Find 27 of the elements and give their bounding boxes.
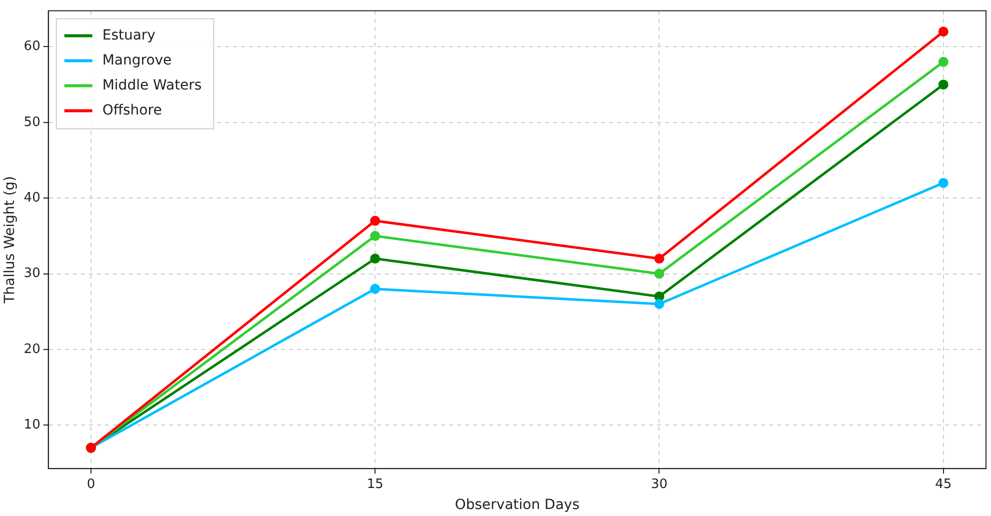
point [370, 230, 380, 241]
point [370, 254, 380, 264]
legend-label: Middle Waters [102, 77, 202, 94]
point [654, 254, 664, 264]
point [654, 299, 664, 310]
point [370, 216, 380, 226]
y-tick-label: 20 [24, 342, 40, 357]
legend-label: Offshore [102, 102, 162, 118]
point [654, 268, 664, 279]
point [938, 80, 948, 90]
point [938, 178, 948, 188]
x-tick-label: 15 [366, 476, 384, 492]
x-axis-title: Observation Days [454, 497, 580, 514]
point [370, 284, 380, 294]
y-tick-label: 40 [24, 190, 40, 206]
x-tick-label: 45 [935, 476, 952, 492]
point [938, 26, 948, 37]
y-tick-label: 10 [24, 417, 40, 432]
legend-label: Mangrove [102, 52, 172, 68]
point [938, 56, 948, 67]
y-tick-label: 60 [24, 39, 40, 54]
y-tick-label: 50 [24, 114, 40, 130]
x-tick-label: 0 [86, 476, 96, 492]
y-tick-label: 30 [24, 266, 40, 282]
legend-label: Estuary [102, 27, 156, 44]
y-axis-title: Thallus Weight (g) [2, 176, 18, 304]
x-tick-label: 30 [650, 476, 668, 492]
